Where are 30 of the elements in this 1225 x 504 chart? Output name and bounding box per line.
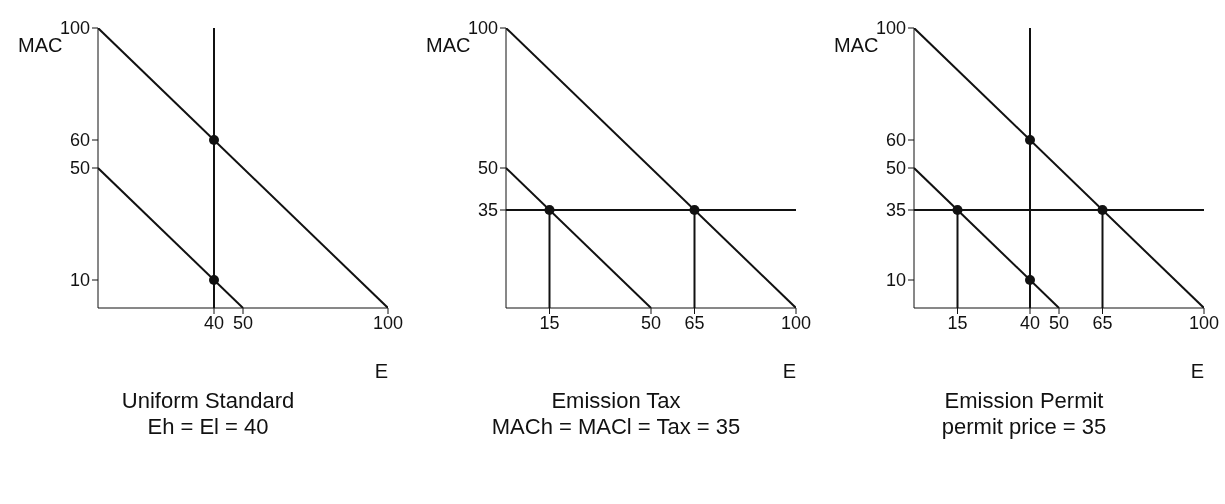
text: permit price = 35 bbox=[940, 414, 1108, 440]
y-tick-label: 60 bbox=[69, 130, 90, 151]
x-tick-label: 65 bbox=[684, 312, 705, 333]
x-tick-label: 100 bbox=[780, 312, 812, 333]
y-tick-label: 50 bbox=[477, 158, 498, 179]
text: Eh = El = 40 bbox=[146, 414, 270, 440]
x-tick-label: 50 bbox=[232, 312, 254, 333]
text: MACh = MACl = Tax = 35 bbox=[490, 414, 742, 440]
x-tick-label: 100 bbox=[372, 312, 404, 333]
x-tick-label: 40 bbox=[1019, 312, 1041, 333]
text: Emission Permit bbox=[943, 388, 1105, 414]
x-tick-label: 50 bbox=[640, 312, 662, 333]
x-axis-title: E bbox=[374, 360, 388, 382]
x-tick-label: 40 bbox=[203, 312, 225, 333]
y-tick-label: 50 bbox=[69, 158, 90, 179]
text: Uniform Standard bbox=[120, 388, 296, 414]
x-axis-title: E bbox=[782, 360, 796, 382]
x-tick-label: 15 bbox=[947, 312, 968, 333]
y-tick-label: 35 bbox=[885, 200, 906, 221]
x-tick-label: 15 bbox=[539, 312, 560, 333]
y-tick-label: 10 bbox=[69, 270, 90, 291]
y-tick-label: 50 bbox=[885, 158, 906, 179]
y-tick-label: 60 bbox=[885, 130, 906, 151]
y-tick-label: 35 bbox=[477, 200, 498, 221]
x-axis-title: E bbox=[1190, 360, 1204, 382]
x-tick-label: 65 bbox=[1092, 312, 1113, 333]
x-tick-label: 100 bbox=[1188, 312, 1220, 333]
text: Emission Tax bbox=[550, 388, 682, 414]
y-tick-label: 10 bbox=[885, 270, 906, 291]
x-tick-label: 50 bbox=[1048, 312, 1070, 333]
